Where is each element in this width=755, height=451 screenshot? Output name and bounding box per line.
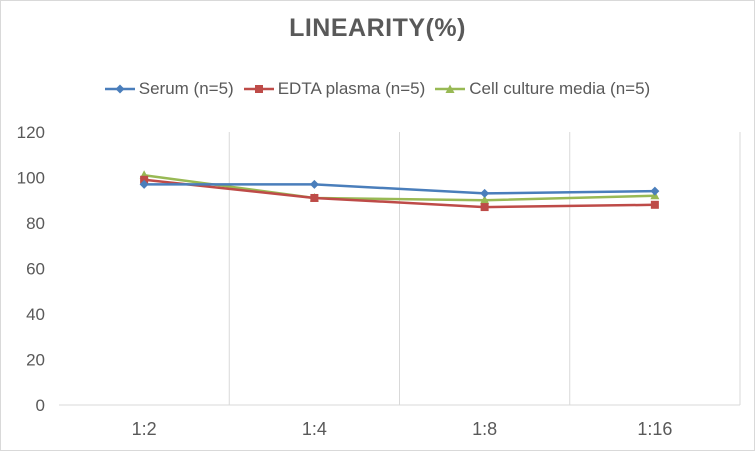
data-point [480, 203, 489, 212]
y-tick-label: 80 [26, 214, 45, 233]
chart-title: LINEARITY(%) [289, 14, 466, 42]
legend-item-serum: Serum (n=5) [104, 79, 234, 99]
data-point [310, 193, 319, 202]
y-tick-label: 40 [26, 305, 45, 324]
legend-item-edta-plasma: EDTA plasma (n=5) [243, 79, 426, 99]
y-tick-label: 100 [17, 169, 45, 188]
x-tick-label: 1:4 [302, 419, 327, 439]
data-point [140, 175, 149, 184]
x-tick-label: 1:16 [637, 419, 672, 439]
series-line [143, 173, 655, 202]
legend-item-cell-culture-media: Cell culture media (n=5) [435, 79, 650, 99]
y-tick-label: 20 [26, 351, 45, 370]
data-point [650, 200, 659, 209]
data-point [139, 179, 149, 189]
legend-label-cell-culture-media: Cell culture media (n=5) [469, 79, 651, 98]
y-tick-label: 120 [17, 123, 45, 142]
legend-swatch-cell-culture-media [435, 84, 466, 93]
x-tick-label: 1:2 [132, 419, 157, 439]
data-point [480, 188, 490, 198]
data-point [480, 195, 490, 204]
y-tick-label: 0 [36, 396, 45, 415]
y-tick-label: 60 [26, 260, 45, 279]
chart-legend: Serum (n=5) EDTA plasma (n=5) Cell cultu… [1, 79, 754, 99]
series-line [144, 183, 655, 195]
legend-swatch-edta-plasma [243, 85, 274, 93]
data-point [309, 179, 319, 189]
series-line [143, 178, 655, 209]
legend-label-serum: Serum (n=5) [138, 79, 234, 98]
legend-swatch-serum [104, 84, 135, 94]
x-tick-label: 1:8 [472, 419, 497, 439]
legend-label-edta-plasma: EDTA plasma (n=5) [277, 79, 426, 98]
data-point [650, 186, 660, 196]
